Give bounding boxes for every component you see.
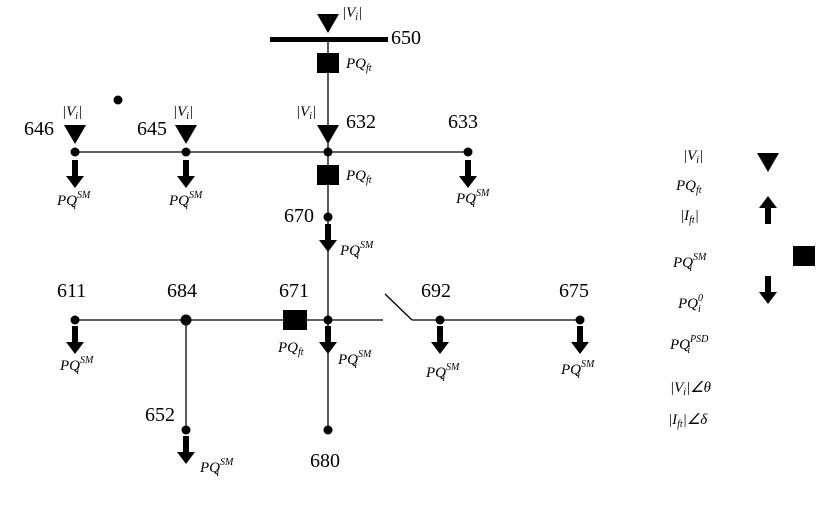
pqsm-label: PQSM i bbox=[199, 457, 234, 479]
bus-label-680: 680 bbox=[310, 450, 340, 472]
load-arrow-icon bbox=[177, 436, 195, 464]
bus-label-652: 652 bbox=[145, 404, 175, 426]
legend-pqsm: PQSM i bbox=[672, 252, 707, 274]
legend-ift: |Ift| bbox=[680, 208, 699, 226]
bus-label-632: 632 bbox=[346, 111, 376, 133]
pqft-label: PQft bbox=[345, 56, 372, 74]
pq-ft-square-icon bbox=[317, 53, 339, 73]
pqsm-label: PQSM i bbox=[560, 359, 595, 381]
node-684 bbox=[180, 314, 192, 326]
load-arrow-icon bbox=[431, 326, 449, 354]
pqsm-label: PQSM i bbox=[425, 362, 460, 384]
stray-dot bbox=[113, 95, 123, 105]
pqft-labels: PQft PQft PQft bbox=[277, 56, 372, 358]
node-645 bbox=[181, 147, 191, 157]
legend-down-arrow-icon bbox=[759, 276, 777, 304]
bus-label-646: 646 bbox=[24, 118, 54, 140]
pqft-label: PQft bbox=[277, 340, 304, 358]
bus-label-684: 684 bbox=[167, 280, 197, 302]
load-arrow-icon bbox=[571, 326, 589, 354]
bus-label-633: 633 bbox=[448, 111, 478, 133]
bus-label-650: 650 bbox=[391, 27, 421, 49]
pqsm-label: PQSM i bbox=[455, 188, 490, 210]
pqsm-label: PQSM i bbox=[56, 190, 91, 212]
pqsm-label: PQSM i bbox=[339, 240, 374, 262]
bus-label-675: 675 bbox=[559, 280, 589, 302]
node-632 bbox=[323, 147, 333, 157]
legend-pq0: PQ0 i bbox=[677, 293, 703, 315]
node-680 bbox=[323, 425, 333, 435]
bus-label-671: 671 bbox=[279, 280, 309, 302]
bus-label-670: 670 bbox=[284, 205, 314, 227]
legend-triangle-icon bbox=[757, 153, 779, 172]
node-671 bbox=[323, 315, 333, 325]
bus-nodes bbox=[70, 95, 585, 435]
legend-v-angle: |Vi|∠θ bbox=[670, 380, 712, 398]
node-611 bbox=[70, 315, 80, 325]
pqsm-label: PQSM i bbox=[337, 349, 372, 371]
legend-pqft: PQft bbox=[675, 178, 702, 196]
node-675 bbox=[575, 315, 585, 325]
load-arrow-icon bbox=[66, 160, 84, 188]
legend: |Vi| PQft |Ift| PQSM i PQ0 i PQPSD i |Vi|∠θ… bbox=[668, 148, 815, 430]
voltage-labels: |Vi| |Vi| |Vi| |Vi| bbox=[62, 5, 362, 122]
load-arrow-icon bbox=[319, 224, 337, 252]
pq-ft-square-icon bbox=[317, 165, 339, 185]
legend-pqpsd: PQPSD i bbox=[669, 334, 709, 356]
bus-label-611: 611 bbox=[57, 280, 86, 302]
node-692 bbox=[435, 315, 445, 325]
legend-square-icon bbox=[793, 246, 815, 266]
node-633 bbox=[463, 147, 473, 157]
bus-label-692: 692 bbox=[421, 280, 451, 302]
bus-numbers: 650 646 645 632 633 670 611 684 671 692 … bbox=[24, 27, 589, 472]
node-670 bbox=[323, 212, 333, 222]
pqsm-label: PQSM i bbox=[168, 190, 203, 212]
node-646 bbox=[70, 147, 80, 157]
pqsm-labels: PQSM i PQSM i PQSM i PQSM i PQSM i PQSM i PQSM… bbox=[56, 188, 595, 479]
load-arrow-icon bbox=[459, 160, 477, 188]
node-652 bbox=[181, 425, 191, 435]
load-arrow-icon bbox=[319, 326, 337, 354]
v-label: |Vi| bbox=[296, 104, 316, 122]
legend-v: |Vi| bbox=[683, 148, 703, 166]
load-arrow-icon bbox=[66, 326, 84, 354]
v-label: |Vi| bbox=[173, 104, 193, 122]
pq-ft-square-icon bbox=[283, 310, 307, 330]
v-label: |Vi| bbox=[342, 5, 362, 23]
legend-up-arrow-icon bbox=[759, 196, 777, 224]
voltage-triangle-icon bbox=[175, 125, 197, 144]
pqsm-label: PQSM i bbox=[59, 355, 94, 377]
voltage-triangle-icon bbox=[317, 125, 339, 144]
voltage-triangle-icon bbox=[64, 125, 86, 144]
legend-i-angle: |Ift|∠δ bbox=[668, 412, 708, 430]
voltage-triangle-icon bbox=[317, 14, 339, 33]
bus-label-645: 645 bbox=[137, 118, 167, 140]
load-arrow-icon bbox=[177, 160, 195, 188]
pqft-label: PQft bbox=[345, 168, 372, 186]
bus-bar-650 bbox=[270, 37, 388, 42]
v-label: |Vi| bbox=[62, 104, 82, 122]
